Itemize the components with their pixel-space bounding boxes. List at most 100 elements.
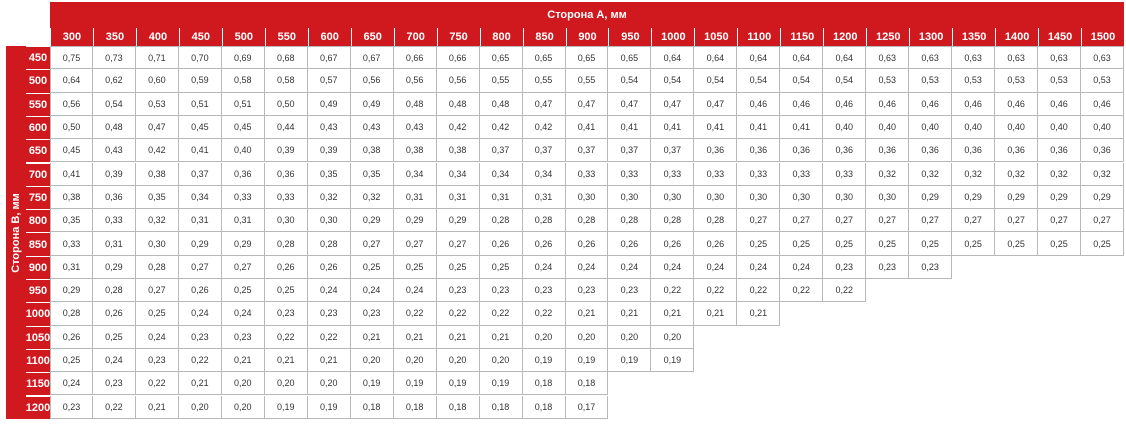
table-cell: 0,65 (608, 46, 652, 70)
table-cell: 0,24 (565, 255, 609, 279)
table-cell: 0,23 (350, 302, 394, 326)
column-header: 300 (50, 28, 93, 46)
table-cell: 0,30 (264, 209, 308, 233)
row-header: 800 (26, 209, 50, 233)
table-cell: 0,30 (651, 185, 695, 210)
table-cell: 0,46 (1081, 92, 1124, 116)
table-cell: 0,28 (694, 209, 738, 233)
table-cell: 0,26 (479, 232, 523, 256)
table-cell: 0,30 (694, 185, 738, 210)
table-cell: 0,29 (92, 255, 136, 279)
row-header: 600 (26, 115, 50, 140)
table-cell: 0,54 (694, 69, 738, 93)
table-cell: 0,27 (737, 209, 781, 233)
table-cell: 0,63 (866, 46, 910, 70)
table-cell: 0,42 (436, 115, 480, 140)
table-cell: 0,39 (307, 139, 351, 163)
table-cell: 0,32 (995, 162, 1039, 186)
table-cell: 0,40 (823, 115, 867, 140)
side-b-header: Сторона B, мм (6, 46, 26, 419)
table-cell: 0,23 (866, 255, 910, 279)
table-cell: 0,22 (264, 325, 308, 349)
table-cell: 0,28 (92, 279, 136, 303)
table-cell: 0,20 (608, 325, 652, 349)
table-cell: 0,24 (178, 302, 222, 326)
table-cell: 0,48 (92, 115, 136, 140)
table-cell: 0,20 (393, 348, 437, 373)
table-cell: 0,51 (178, 92, 222, 116)
row-header: 900 (26, 255, 50, 279)
table-cell: 0,22 (737, 279, 781, 303)
table-cell: 0,26 (307, 255, 351, 279)
table-cell: 0,25 (135, 302, 179, 326)
table-cell: 0,62 (92, 69, 136, 93)
table-cell: 0,41 (737, 115, 781, 140)
table-cell: 0,25 (350, 255, 394, 279)
table-cell: 0,33 (737, 162, 781, 186)
table-cell: 0,58 (264, 69, 308, 93)
table-cell: 0,32 (866, 162, 910, 186)
table-cell: 0,40 (221, 139, 265, 163)
table-cell: 0,28 (565, 209, 609, 233)
table-cell: 0,38 (135, 162, 179, 186)
table-cell: 0,36 (694, 139, 738, 163)
table-cell: 0,29 (1038, 185, 1082, 210)
table-cell: 0,47 (694, 92, 738, 116)
table-cell: 0,19 (565, 348, 609, 373)
table-cell: 0,34 (393, 162, 437, 186)
column-header: 450 (178, 28, 222, 46)
table-cell: 0,24 (350, 279, 394, 303)
table-cell: 0,43 (92, 139, 136, 163)
table-cell: 0,44 (264, 115, 308, 140)
table-cell: 0,36 (92, 185, 136, 210)
table-cell: 0,29 (1081, 185, 1124, 210)
table-cell: 0,17 (565, 395, 609, 419)
row-header: 450 (26, 46, 50, 70)
table-cell: 0,30 (135, 232, 179, 256)
table-cell: 0,40 (1081, 115, 1124, 140)
table-cell: 0,24 (393, 279, 437, 303)
table-cell: 0,21 (694, 302, 738, 326)
table-cell: 0,53 (952, 69, 996, 93)
table-cell: 0,66 (393, 46, 437, 70)
table-cell: 0,27 (221, 255, 265, 279)
table-cell: 0,37 (479, 139, 523, 163)
table-cell: 0,32 (350, 185, 394, 210)
table-cell: 0,64 (50, 69, 93, 93)
table-cell: 0,28 (522, 209, 566, 233)
table-cell: 0,27 (350, 232, 394, 256)
table-cell: 0,31 (50, 255, 93, 279)
table-cell: 0,27 (436, 232, 480, 256)
table-cell: 0,25 (1038, 232, 1082, 256)
table-cell: 0,67 (350, 46, 394, 70)
table-cell: 0,22 (823, 279, 867, 303)
table-cell: 0,70 (178, 46, 222, 70)
column-header: 950 (608, 28, 652, 46)
table-cell: 0,36 (995, 139, 1039, 163)
table-cell: 0,34 (178, 185, 222, 210)
table-cell: 0,27 (393, 232, 437, 256)
table-cell: 0,35 (307, 162, 351, 186)
table-cell: 0,37 (651, 139, 695, 163)
table-cell: 0,32 (952, 162, 996, 186)
table-cell: 0,22 (92, 395, 136, 419)
table-cell: 0,49 (307, 92, 351, 116)
table-cell: 0,19 (264, 395, 308, 419)
table-cell: 0,34 (436, 162, 480, 186)
table-cell: 0,29 (350, 209, 394, 233)
table-cell: 0,40 (1038, 115, 1082, 140)
table-cell: 0,36 (909, 139, 953, 163)
table-cell: 0,42 (479, 115, 523, 140)
table-cell: 0,20 (436, 348, 480, 373)
table-cell: 0,54 (737, 69, 781, 93)
table-cell: 0,36 (221, 162, 265, 186)
table-cell: 0,73 (92, 46, 136, 70)
table-cell: 0,54 (823, 69, 867, 93)
table-cell: 0,56 (393, 69, 437, 93)
table-cell: 0,53 (866, 69, 910, 93)
table-cell: 0,32 (135, 209, 179, 233)
column-header: 1200 (823, 28, 867, 46)
table-cell: 0,47 (522, 92, 566, 116)
table-cell: 0,23 (221, 325, 265, 349)
table-cell: 0,46 (866, 92, 910, 116)
